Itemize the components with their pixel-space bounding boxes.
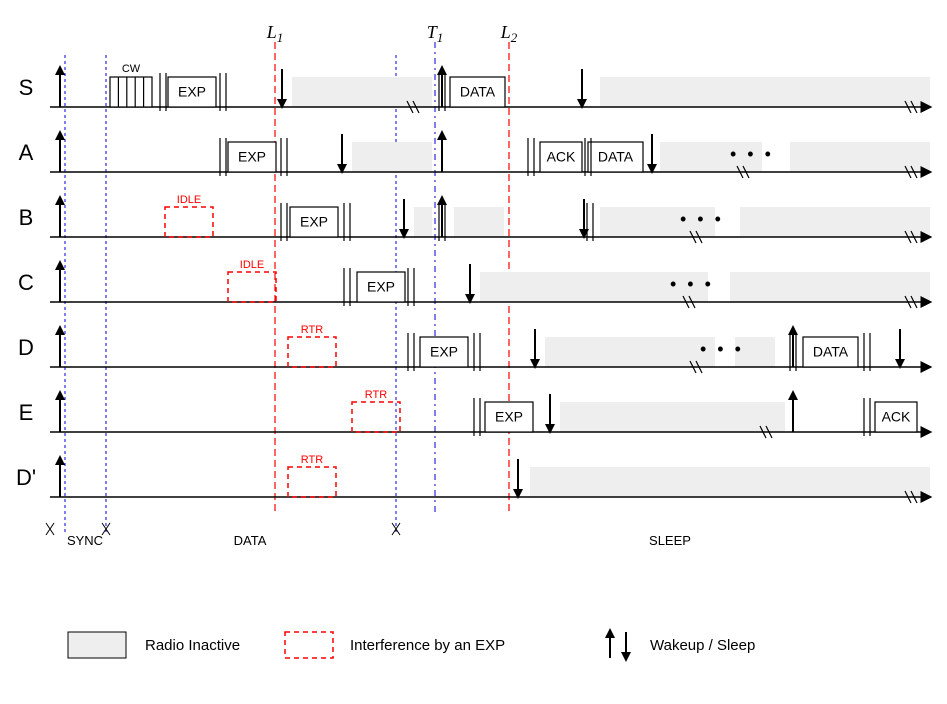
- svg-text:• • •: • • •: [680, 209, 724, 229]
- marker-label-T1: T1: [427, 22, 444, 45]
- radio-inactive-region: [545, 337, 715, 367]
- legend-interference-swatch: [285, 632, 333, 658]
- radio-inactive-region: [790, 142, 930, 172]
- svg-text:• • •: • • •: [670, 274, 714, 294]
- radio-inactive-region: [530, 467, 930, 497]
- svg-text:ACK: ACK: [547, 149, 576, 165]
- interference-box: [352, 402, 400, 432]
- svg-text:EXP: EXP: [178, 84, 206, 100]
- interference-box: [228, 272, 276, 302]
- radio-inactive-region: [560, 402, 785, 432]
- radio-inactive-region: [454, 207, 504, 237]
- radio-inactive-region: [740, 207, 930, 237]
- interference-box: [288, 467, 336, 497]
- svg-text:C: C: [18, 270, 34, 295]
- radio-inactive-region: [600, 77, 930, 107]
- svg-text:EXP: EXP: [495, 409, 523, 425]
- radio-inactive-region: [352, 142, 432, 172]
- svg-text:D': D': [16, 465, 36, 490]
- svg-text:DATA: DATA: [460, 84, 496, 100]
- marker-label-L2: L2: [500, 22, 518, 45]
- svg-text:EXP: EXP: [367, 279, 395, 295]
- svg-text:DATA: DATA: [598, 149, 634, 165]
- svg-text:D: D: [18, 335, 34, 360]
- radio-inactive-region: [292, 77, 432, 107]
- svg-text:S: S: [19, 75, 34, 100]
- protocol-timing-diagram: L1 T1 L2 S CW EXP DATA A EXP ACK DATA • • • B IDLE EXP…: [10, 10, 947, 694]
- cw-slot: [110, 77, 152, 107]
- svg-text:EXP: EXP: [430, 344, 458, 360]
- phase-data-label: DATA: [234, 533, 267, 548]
- svg-text:• • •: • • •: [730, 144, 774, 164]
- svg-text:Wakeup / Sleep: Wakeup / Sleep: [650, 637, 755, 654]
- svg-text:IDLE: IDLE: [177, 194, 201, 206]
- legend-inactive-swatch: [68, 632, 126, 658]
- svg-text:EXP: EXP: [238, 149, 266, 165]
- radio-inactive-region: [730, 272, 930, 302]
- svg-text:Interference by an EXP: Interference by an EXP: [350, 637, 505, 654]
- svg-text:B: B: [19, 205, 34, 230]
- marker-label-L1: L1: [266, 22, 284, 45]
- svg-text:RTR: RTR: [301, 324, 323, 336]
- svg-text:IDLE: IDLE: [240, 259, 264, 271]
- phase-sleep-label: SLEEP: [649, 533, 691, 548]
- interference-box: [165, 207, 213, 237]
- svg-text:Radio Inactive: Radio Inactive: [145, 637, 240, 654]
- svg-text:E: E: [19, 400, 34, 425]
- interference-box: [288, 337, 336, 367]
- svg-text:• • •: • • •: [700, 339, 744, 359]
- svg-text:RTR: RTR: [365, 389, 387, 401]
- phase-sync-label: SYNC: [67, 533, 103, 548]
- svg-text:CW: CW: [122, 63, 141, 75]
- svg-text:A: A: [19, 140, 34, 165]
- radio-inactive-region: [414, 207, 432, 237]
- svg-text:DATA: DATA: [813, 344, 849, 360]
- svg-text:RTR: RTR: [301, 454, 323, 466]
- svg-text:ACK: ACK: [882, 409, 911, 425]
- svg-text:EXP: EXP: [300, 214, 328, 230]
